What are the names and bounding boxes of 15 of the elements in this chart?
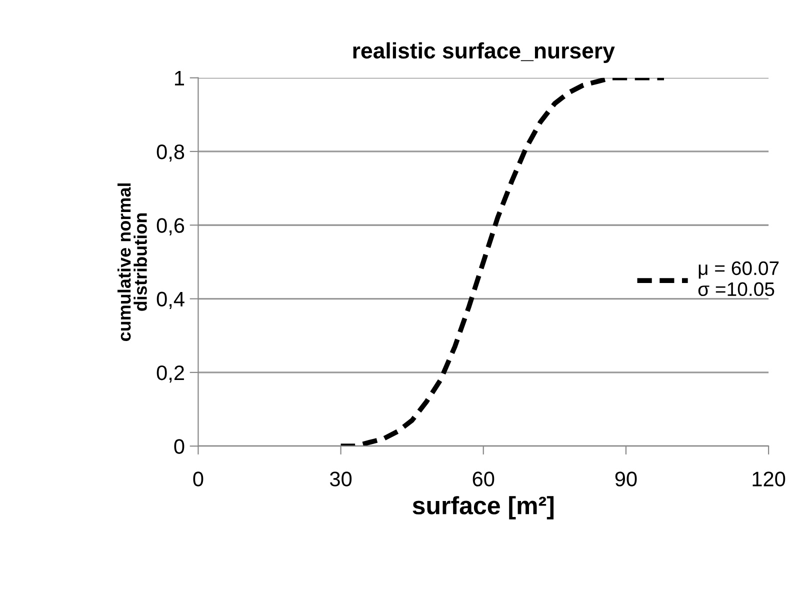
chart-title: realistic surface_nursery bbox=[353, 42, 615, 63]
x-tick-label: 60 bbox=[472, 472, 494, 486]
y-tick-label: 1 bbox=[175, 71, 184, 86]
x-axis-title: surface [m²] bbox=[412, 496, 554, 520]
y-tick-label: 0,6 bbox=[156, 218, 184, 236]
x-tick-label: 90 bbox=[615, 472, 637, 486]
y-tick-label: 0 bbox=[174, 439, 184, 454]
y-axis-title: cumulative normal distribution bbox=[117, 183, 147, 342]
y-tick-label: 0,2 bbox=[156, 365, 184, 383]
y-tick-label: 0,8 bbox=[156, 144, 184, 162]
x-tick-label: 0 bbox=[193, 472, 204, 486]
x-tick-label: 30 bbox=[330, 472, 352, 486]
x-tick-label: 120 bbox=[752, 472, 786, 486]
legend-label: μ = 60.07 σ =10.05 bbox=[698, 261, 779, 296]
y-tick-label: 0,4 bbox=[156, 292, 184, 309]
